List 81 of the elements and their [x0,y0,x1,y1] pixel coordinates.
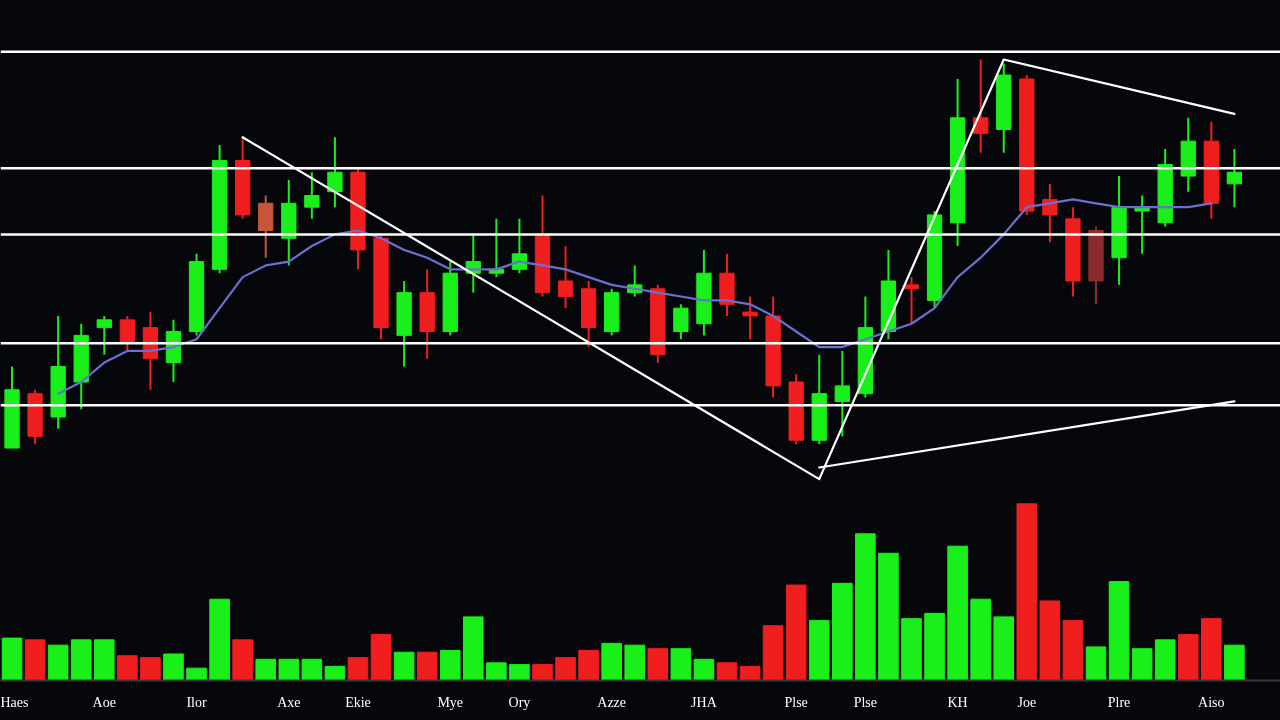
bar [716,662,738,681]
candlestick [742,295,758,341]
bar [1224,644,1245,681]
bar [486,662,507,681]
bar [739,665,761,681]
candlestick [327,136,343,209]
candlestick [119,314,135,352]
bar [324,665,346,681]
bar [370,634,392,681]
candlestick [304,171,320,220]
x-tick-label: Ory [508,694,531,710]
bar [993,616,1015,681]
x-tick-label: Azze [597,694,627,710]
bar [232,639,253,681]
bar [762,625,784,681]
bar [647,648,669,681]
x-tick-label: JHA [691,694,718,710]
bar [1108,581,1130,681]
bar [1039,600,1061,681]
bar [24,639,46,681]
candlestick [557,245,574,310]
x-tick-label: KH [947,694,968,710]
bar [117,655,138,681]
bar [808,619,830,681]
candlestick [96,314,112,356]
bar [878,552,899,681]
bar [1201,618,1222,681]
bar [601,642,622,681]
bar [1131,648,1153,681]
bar [301,658,323,681]
bar [416,651,438,681]
candlestick [903,276,920,325]
x-tick-label: Plre [1107,694,1131,710]
x-tick-label: Ekie [345,694,371,710]
bar [278,658,300,681]
bar [1177,634,1199,681]
bar [439,649,461,681]
bar [924,612,945,681]
x-tick-label: Haes [0,694,29,710]
bar [140,657,161,681]
bar [163,653,184,681]
candlestick [1042,182,1058,244]
bar [947,545,968,681]
bar [555,657,576,681]
bar [624,644,646,681]
bar [970,598,991,681]
bar [1,637,23,681]
bar [462,616,484,681]
bar [785,584,807,681]
bar [186,667,207,681]
candlestick [973,58,989,154]
x-tick-label: Joe [1017,694,1037,710]
bar [70,639,92,681]
bar [93,639,115,681]
candlestick [673,303,689,341]
x-tick-label: Axe [277,694,301,710]
bar [832,582,853,681]
bar [693,658,715,681]
bar [1062,619,1084,681]
bar [509,664,530,681]
bar [1154,639,1176,681]
candlestick [834,349,850,438]
bar [393,651,415,681]
bar [532,664,553,681]
x-tick-label: Mye [437,694,464,710]
x-tick-label: Plse [853,694,878,710]
bar [347,657,369,681]
bar [209,598,230,681]
x-tick-label: Plse [784,694,808,710]
bar [901,618,922,681]
x-tick-label: Aiso [1198,694,1225,710]
x-tick-label: Ilor [186,694,207,710]
bar [855,533,876,681]
bar [670,648,692,681]
x-tick-label: Aoe [92,694,116,710]
bar [255,658,277,681]
bar [1085,646,1107,681]
bar [1016,503,1038,681]
bar [47,644,69,681]
bar [578,649,599,681]
candlestick [1226,147,1243,209]
